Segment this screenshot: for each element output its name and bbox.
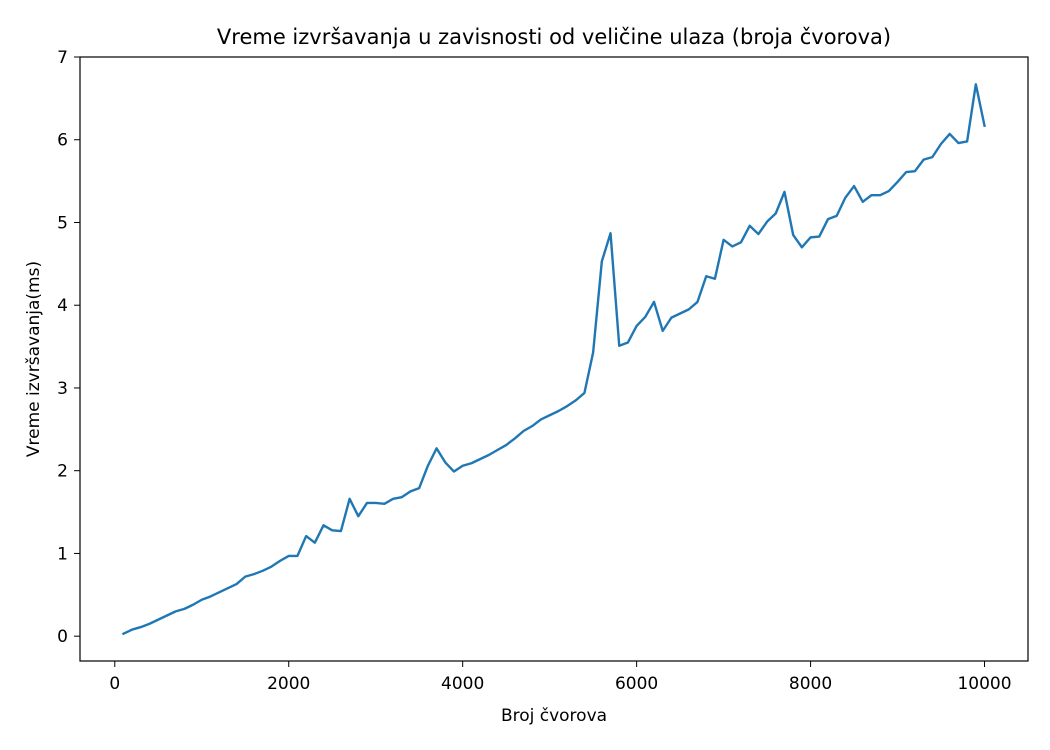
plot-area	[121, 83, 986, 636]
x-tick-label: 6000	[615, 674, 658, 694]
y-tick-label: 7	[57, 48, 68, 68]
axis-ticks: 0 2000 4000 6000 8000 10000 0 1 2 3 4 5 6 7	[57, 48, 1011, 694]
y-tick-label: 2	[57, 462, 68, 482]
y-axis-label: Vreme izvršavanja(ms)	[24, 261, 44, 457]
x-axis-label: Broj čvorova	[501, 706, 607, 726]
x-tick-label: 4000	[441, 674, 484, 694]
x-tick-label: 0	[109, 674, 120, 694]
y-tick-label: 1	[57, 544, 68, 564]
series-line	[121, 83, 986, 636]
y-tick-label: 3	[57, 379, 68, 399]
y-tick-label: 6	[57, 131, 68, 151]
x-tick-label: 8000	[789, 674, 832, 694]
x-tick-label: 10000	[957, 674, 1011, 694]
y-tick-label: 4	[57, 296, 68, 316]
chart-title: Vreme izvršavanja u zavisnosti od veliči…	[217, 25, 891, 49]
x-tick-label: 2000	[267, 674, 310, 694]
plot-frame	[79, 56, 1029, 662]
y-tick-label: 5	[57, 213, 68, 233]
y-tick-label: 0	[57, 627, 68, 647]
